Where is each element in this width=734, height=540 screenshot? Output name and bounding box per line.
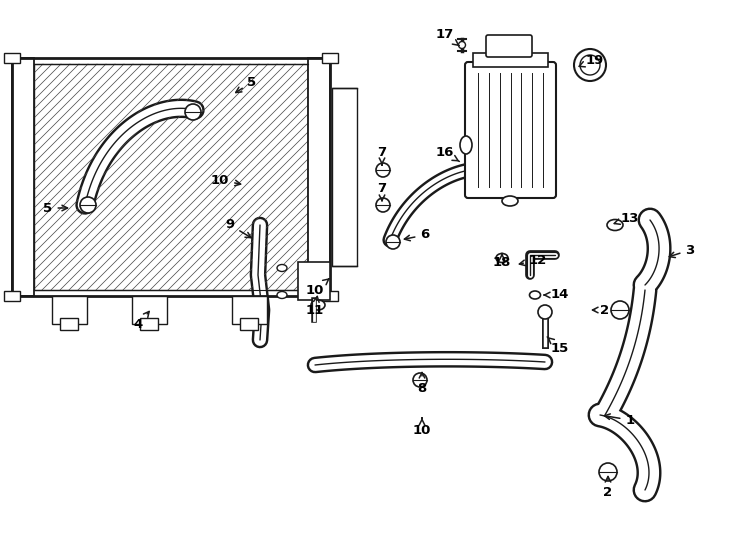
Bar	[12, 58, 34, 296]
Bar	[322, 291, 338, 301]
FancyBboxPatch shape	[486, 35, 532, 57]
Text: 1: 1	[604, 414, 635, 427]
FancyBboxPatch shape	[465, 62, 556, 198]
Text: 9: 9	[225, 219, 251, 238]
Circle shape	[376, 163, 390, 177]
Text: 13: 13	[614, 212, 639, 225]
Bar	[240, 318, 258, 330]
Text: 11: 11	[306, 296, 324, 316]
Bar	[332, 88, 357, 266]
Ellipse shape	[496, 253, 508, 262]
Bar	[298, 262, 330, 300]
Circle shape	[538, 305, 552, 319]
Circle shape	[80, 197, 96, 213]
Bar	[140, 318, 158, 330]
Ellipse shape	[460, 136, 472, 154]
Text: 8: 8	[418, 373, 426, 395]
Ellipse shape	[502, 196, 518, 206]
Ellipse shape	[311, 300, 325, 310]
Circle shape	[376, 198, 390, 212]
Bar	[132, 296, 167, 324]
Text: 16: 16	[436, 146, 459, 161]
Text: 5: 5	[43, 201, 68, 214]
Text: 5: 5	[236, 76, 257, 92]
Ellipse shape	[277, 265, 287, 272]
Text: 2: 2	[592, 303, 609, 316]
Bar	[60, 318, 78, 330]
Circle shape	[611, 301, 629, 319]
Circle shape	[574, 49, 606, 81]
Bar	[34, 64, 308, 290]
Bar	[4, 291, 20, 301]
Text: 17: 17	[436, 29, 459, 46]
Circle shape	[599, 463, 617, 481]
Text: 6: 6	[404, 228, 429, 241]
Circle shape	[185, 104, 201, 120]
Bar	[322, 53, 338, 63]
Text: 14: 14	[545, 288, 569, 301]
Text: 19: 19	[579, 53, 604, 67]
Text: 7: 7	[377, 181, 387, 201]
Ellipse shape	[277, 292, 287, 299]
Ellipse shape	[607, 219, 623, 231]
Text: 18: 18	[493, 254, 511, 269]
Circle shape	[413, 373, 427, 387]
Circle shape	[580, 55, 600, 75]
Bar	[52, 296, 87, 324]
Text: 15: 15	[547, 337, 569, 354]
Bar	[308, 58, 330, 296]
Bar	[473, 53, 548, 67]
Text: 3: 3	[669, 244, 694, 258]
Bar	[232, 296, 267, 324]
Circle shape	[459, 42, 465, 49]
Text: 10: 10	[413, 418, 431, 436]
Text: 10: 10	[211, 173, 241, 186]
Text: 4: 4	[134, 312, 149, 332]
Ellipse shape	[529, 291, 540, 299]
Text: 7: 7	[377, 146, 387, 165]
Bar	[4, 53, 20, 63]
Text: 2: 2	[603, 476, 613, 498]
Circle shape	[386, 235, 400, 249]
Text: 12: 12	[520, 253, 547, 267]
Text: 10: 10	[306, 279, 329, 296]
